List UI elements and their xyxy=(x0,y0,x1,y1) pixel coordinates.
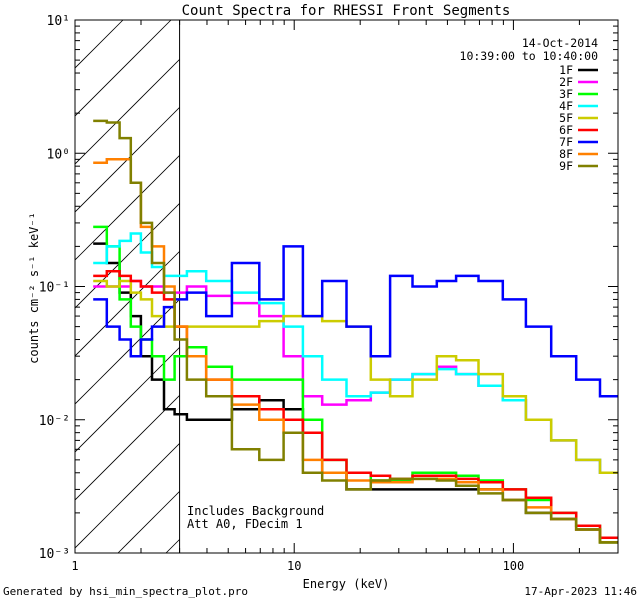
hatch-line xyxy=(75,20,172,117)
generator-label: Generated by hsi_min_spectra_plot.pro xyxy=(3,585,248,598)
hatched-region xyxy=(75,20,618,553)
date-label: 14-Oct-2014 xyxy=(522,36,598,50)
legend-label: 1F xyxy=(559,63,573,77)
legend-label: 9F xyxy=(559,159,573,173)
axis-ticks: 1 10 100 10¹ 10⁰ 10⁻¹ 10⁻² 10⁻³ xyxy=(39,14,619,573)
y-tick-label: 10¹ xyxy=(47,14,70,29)
legend-label: 6F xyxy=(559,123,573,137)
y-tick-label: 10⁰ xyxy=(47,147,70,162)
timestamp-label: 17-Apr-2023 11:46 xyxy=(524,585,637,598)
y-axis-label: counts cm⁻² s⁻¹ keV⁻¹ xyxy=(27,212,41,364)
hatch-line xyxy=(75,20,268,213)
legend-label: 8F xyxy=(559,147,573,161)
legend-label: 3F xyxy=(559,87,573,101)
series-9F xyxy=(93,119,618,544)
y-tick-label: 10⁻² xyxy=(39,414,70,429)
annotation-attenuator: Att A0, FDecim 1 xyxy=(187,517,303,531)
legend-label: 7F xyxy=(559,135,573,149)
series-7F xyxy=(93,245,618,398)
annotation-background: Includes Background xyxy=(187,504,324,518)
hatch-mask xyxy=(179,20,618,553)
legend-label: 2F xyxy=(559,75,573,89)
y-tick-label: 10⁻¹ xyxy=(39,281,70,296)
x-axis-label: Energy (keV) xyxy=(303,577,390,591)
y-tick-label: 10⁻³ xyxy=(39,547,70,562)
series-4F xyxy=(93,232,618,475)
chart-title: Count Spectra for RHESSI Front Segments xyxy=(182,3,511,19)
series-layer xyxy=(93,119,618,544)
x-tick-label: 1 xyxy=(71,559,78,573)
time-range-label: 10:39:00 to 10:40:00 xyxy=(460,49,599,63)
legend-label: 4F xyxy=(559,99,573,113)
x-tick-label: 100 xyxy=(503,559,525,573)
hatch-line xyxy=(75,20,220,165)
legend-label: 5F xyxy=(559,111,573,125)
x-tick-label: 10 xyxy=(287,559,301,573)
